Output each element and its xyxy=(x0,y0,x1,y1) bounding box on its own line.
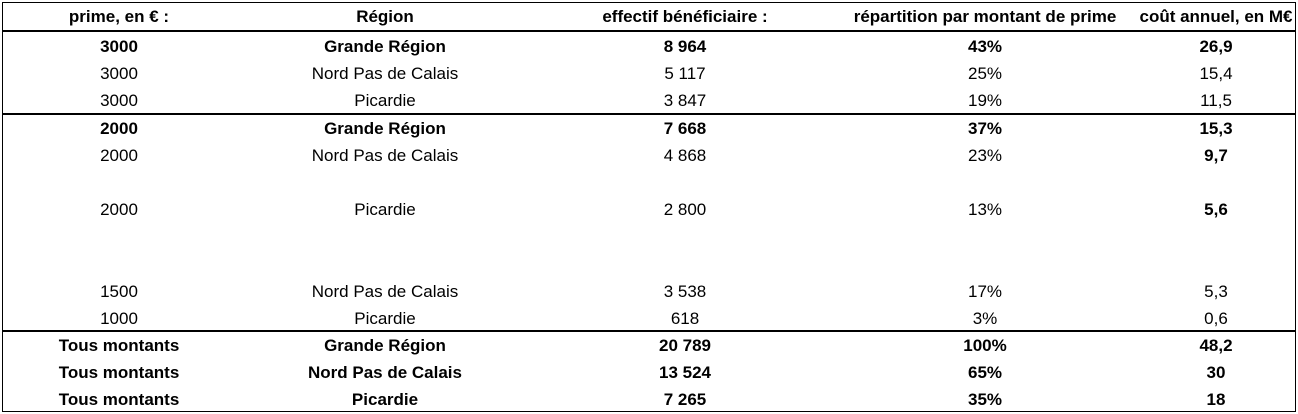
header-row: prime, en € : Région effectif bénéficiai… xyxy=(3,3,1295,32)
cell-effectif: 20 789 xyxy=(659,336,711,355)
cell-cout: 5,6 xyxy=(1204,200,1228,219)
cell-repartition: 17% xyxy=(967,282,1003,301)
cell-effectif: 4 868 xyxy=(663,146,707,165)
cell-prime: 1000 xyxy=(100,309,138,328)
cell-region: Grande Région xyxy=(324,119,446,138)
cell-repartition: 35% xyxy=(967,390,1003,409)
cell-cout: 0,6 xyxy=(1204,309,1228,328)
table-row: 2000 Grande Région 7 668 37% 15,3 xyxy=(3,113,1295,142)
cell-cout: 15,3 xyxy=(1199,119,1233,138)
cell-repartition: 13% xyxy=(967,200,1003,219)
cell-effectif: 3 847 xyxy=(663,91,707,110)
cell-region: Picardie xyxy=(351,390,419,409)
cell-region: Nord Pas de Calais xyxy=(307,363,462,382)
cell-region: Nord Pas de Calais xyxy=(311,64,459,83)
cell-repartition: 19% xyxy=(967,91,1003,110)
table-row: 3000 Nord Pas de Calais 5 117 25% 15,4 xyxy=(3,60,1295,87)
table-row: Tous montants Picardie 7 265 35% 18 xyxy=(3,386,1295,413)
cell-region: Picardie xyxy=(354,309,416,328)
cell-repartition: 43% xyxy=(967,37,1003,56)
cell-prime: Tous montants xyxy=(58,363,180,382)
cell-region: Grande Région xyxy=(324,37,446,56)
cell-repartition: 100% xyxy=(963,336,1007,355)
cell-cout: 11,5 xyxy=(1200,91,1232,110)
cell-prime: 2000 xyxy=(100,146,138,165)
cell-prime: 2000 xyxy=(100,119,138,138)
table-row: 2000 Nord Pas de Calais 4 868 23% 9,7 xyxy=(3,142,1295,169)
cell-effectif: 7 265 xyxy=(663,390,707,409)
cell-effectif: 618 xyxy=(670,309,700,328)
table-row: 2000 Picardie 2 800 13% 5,6 xyxy=(3,196,1295,223)
table-row: Tous montants Grande Région 20 789 100% … xyxy=(3,330,1295,359)
cell-prime: Tous montants xyxy=(58,390,180,409)
cell-region: Nord Pas de Calais xyxy=(311,146,459,165)
cell-effectif: 13 524 xyxy=(659,363,711,382)
header-effectif: effectif bénéficiaire : xyxy=(602,7,768,26)
cell-cout: 18 xyxy=(1206,390,1226,409)
header-repartition: répartition par montant de prime xyxy=(853,7,1117,26)
cell-cout: 30 xyxy=(1206,363,1226,382)
cell-repartition: 23% xyxy=(967,146,1003,165)
cell-cout: 5,3 xyxy=(1204,282,1228,301)
cell-effectif: 7 668 xyxy=(663,119,707,138)
cell-region: Grande Région xyxy=(324,336,446,355)
cell-region: Picardie xyxy=(354,200,416,219)
cell-cout: 9,7 xyxy=(1204,146,1228,165)
cell-prime: Tous montants xyxy=(58,336,180,355)
header-region: Région xyxy=(356,7,414,26)
cell-effectif: 3 538 xyxy=(663,282,707,301)
table-row: 3000 Picardie 3 847 19% 11,5 xyxy=(3,87,1295,114)
cell-prime: 2000 xyxy=(100,200,138,219)
cell-effectif: 2 800 xyxy=(663,200,707,219)
cell-repartition: 65% xyxy=(967,363,1003,382)
cell-cout: 15,4 xyxy=(1199,64,1233,83)
cell-cout: 48,2 xyxy=(1199,336,1233,355)
cell-repartition: 25% xyxy=(967,64,1003,83)
header-cout: coût annuel, en M€ xyxy=(1139,7,1293,26)
table-row: Tous montants Nord Pas de Calais 13 524 … xyxy=(3,359,1295,386)
cell-prime: 3000 xyxy=(100,37,138,56)
cell-region: Picardie xyxy=(354,91,416,110)
cell-effectif: 8 964 xyxy=(663,37,707,56)
cell-region: Nord Pas de Calais xyxy=(311,282,459,301)
table-row: 1000 Picardie 618 3% 0,6 xyxy=(3,305,1295,332)
cell-prime: 1500 xyxy=(100,282,138,301)
cell-effectif: 5 117 xyxy=(664,64,706,83)
header-prime: prime, en € : xyxy=(68,7,170,26)
cell-prime: 3000 xyxy=(100,64,138,83)
cell-prime: 3000 xyxy=(100,91,138,110)
cell-repartition: 37% xyxy=(967,119,1003,138)
cell-repartition: 3% xyxy=(972,309,998,328)
table-row: 1500 Nord Pas de Calais 3 538 17% 5,3 xyxy=(3,278,1295,305)
cell-cout: 26,9 xyxy=(1199,37,1233,56)
table-row: 3000 Grande Région 8 964 43% 26,9 xyxy=(3,33,1295,60)
